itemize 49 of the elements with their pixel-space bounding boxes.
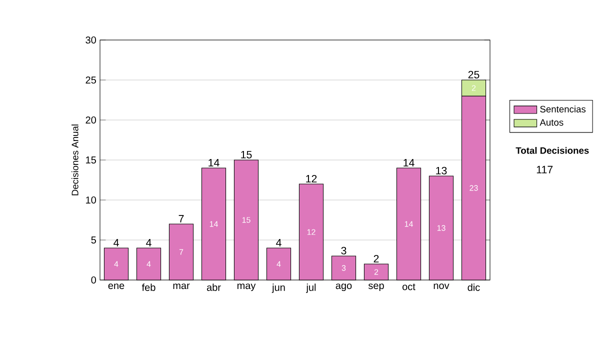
data-label: 13 [437, 225, 446, 231]
y-tick-label: 15 [86, 156, 96, 164]
total-label: 7 [178, 215, 184, 222]
total-label: 15 [241, 150, 252, 158]
total-label: 25 [468, 70, 480, 78]
x-tick-label: sep [368, 284, 384, 292]
x-tick-label: may [237, 284, 256, 292]
text: 117 [536, 166, 553, 174]
y-tick-label: 30 [86, 36, 96, 44]
text: Total Decisiones [516, 146, 589, 154]
x-tick-label: jun [272, 284, 285, 293]
data-label: 3 [342, 265, 346, 271]
x-tick-label: dic [468, 284, 480, 291]
y-tick-label: 10 [86, 196, 96, 204]
data-label: 4 [276, 261, 281, 267]
data-label: 12 [307, 229, 316, 235]
total-label: 4 [146, 239, 152, 246]
total-label: 14 [404, 159, 414, 166]
total-label: 13 [436, 166, 447, 174]
data-label: 7 [179, 249, 184, 255]
total-label: 3 [341, 246, 346, 254]
total-label: 4 [114, 239, 119, 246]
y-axis-title: Decisiones Anual [72, 124, 78, 196]
y-tick-label: 20 [86, 116, 96, 124]
data-label: 14 [404, 221, 413, 227]
x-tick-label: ago [336, 284, 352, 292]
data-label: 23 [470, 185, 478, 191]
y-tick-label: 5 [91, 236, 96, 244]
total-label: 2 [374, 254, 379, 262]
legend-label: Autos [540, 119, 564, 126]
data-label: 15 [242, 217, 250, 223]
x-tick-label: jul [306, 284, 316, 293]
x-tick-label: abr [206, 284, 221, 291]
total-label: 12 [306, 174, 317, 182]
data-label: 4 [114, 261, 118, 267]
x-tick-label: nov [434, 284, 450, 290]
x-tick-label: ene [108, 284, 124, 290]
data-label: 2 [472, 85, 476, 91]
x-tick-label: mar [173, 284, 190, 290]
total-label: 14 [208, 159, 220, 166]
legend-label: Sentencias [540, 106, 586, 112]
x-tick-label: oct [402, 284, 416, 290]
y-tick-label: 25 [86, 76, 96, 84]
total-label: 4 [276, 239, 282, 246]
data-label: 4 [146, 261, 151, 267]
x-tick-label: feb [142, 284, 156, 291]
data-label: 2 [374, 269, 378, 275]
data-label: 14 [210, 221, 218, 227]
y-tick-label: 0 [91, 276, 96, 284]
